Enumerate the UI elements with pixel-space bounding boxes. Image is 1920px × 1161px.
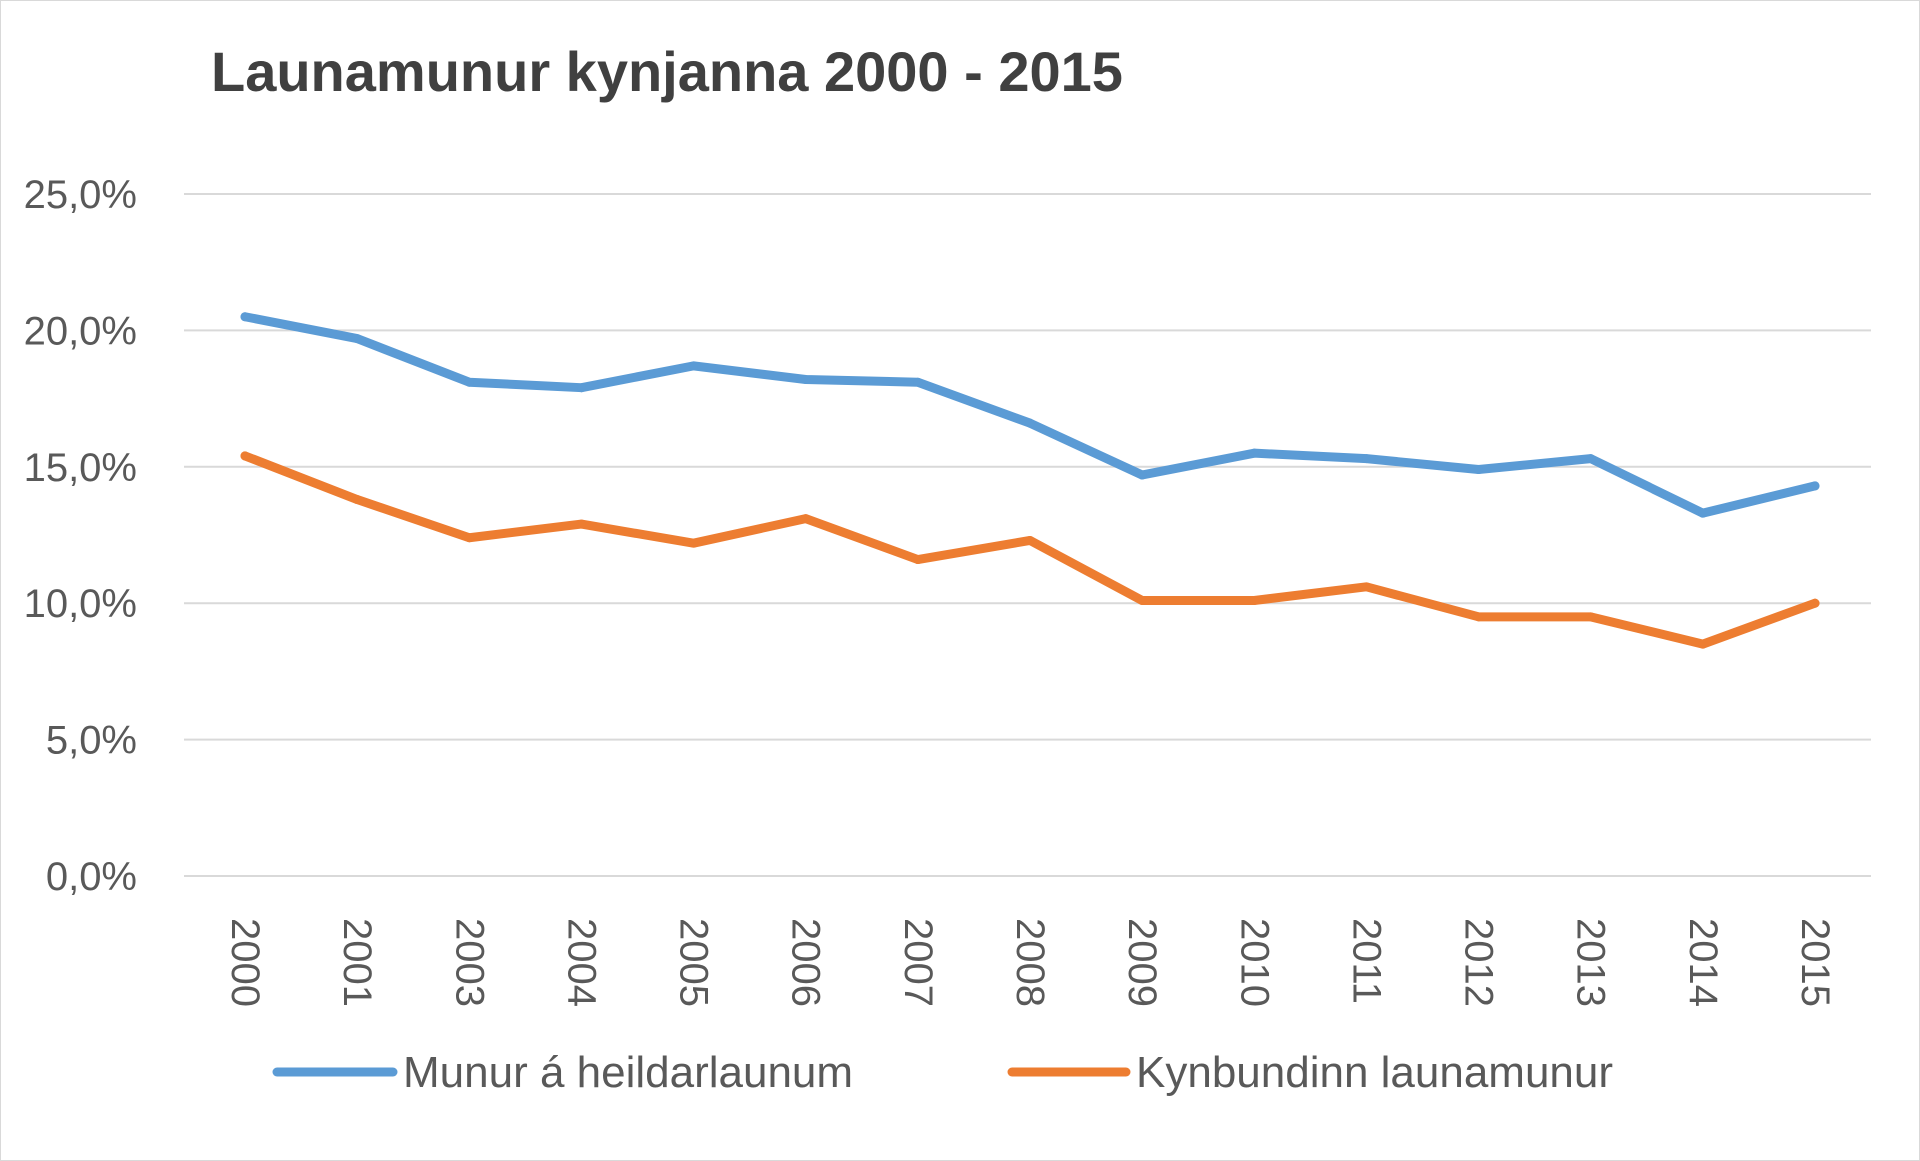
- data-point: [801, 375, 811, 385]
- x-axis-ticks: 2000 2001 2003 2004 2005 2006 2007 2008 2009 2010…: [223, 918, 1837, 1007]
- data-point: [913, 377, 923, 387]
- data-point: [1474, 612, 1484, 622]
- x-tick-label: 2009: [1120, 918, 1164, 1007]
- x-tick-label: 2012: [1457, 918, 1501, 1007]
- x-tick-label: 2014: [1681, 918, 1725, 1007]
- data-point: [689, 538, 699, 548]
- data-point: [1810, 598, 1820, 608]
- y-tick-label: 20,0%: [24, 309, 137, 353]
- data-point: [576, 519, 586, 529]
- data-point: [464, 533, 474, 543]
- y-tick-label: 10,0%: [24, 582, 137, 626]
- series-line-1: [240, 312, 1820, 518]
- x-tick-label: 2015: [1793, 918, 1837, 1007]
- data-point: [576, 383, 586, 393]
- data-point: [240, 312, 250, 322]
- data-point: [1361, 454, 1371, 464]
- data-point: [913, 555, 923, 565]
- y-tick-label: 5,0%: [46, 719, 137, 763]
- x-tick-label: 2000: [223, 918, 267, 1007]
- y-tick-label: 15,0%: [24, 446, 137, 490]
- data-point: [240, 451, 250, 461]
- x-tick-label: 2007: [896, 918, 940, 1007]
- data-point: [352, 495, 362, 505]
- data-point: [1810, 481, 1820, 491]
- x-tick-label: 2013: [1569, 918, 1613, 1007]
- x-tick-label: 2006: [784, 918, 828, 1007]
- x-tick-label: 2003: [447, 918, 491, 1007]
- data-point: [1137, 470, 1147, 480]
- y-tick-label: 25,0%: [24, 173, 137, 217]
- data-point: [1698, 508, 1708, 518]
- series-lines: [240, 312, 1820, 649]
- series-line-2: [240, 451, 1820, 649]
- data-point: [1025, 535, 1035, 545]
- data-point: [352, 334, 362, 344]
- data-point: [1249, 595, 1259, 605]
- y-axis-ticks: 0,0% 5,0% 10,0% 15,0% 20,0% 25,0%: [24, 173, 137, 899]
- legend-label-1: Munur á heildarlaunum: [403, 1048, 853, 1097]
- x-tick-label: 2011: [1344, 918, 1388, 1004]
- data-point: [1586, 454, 1596, 464]
- data-point: [1025, 418, 1035, 428]
- legend: Munur á heildarlaunum Kynbundinn launamun…: [272, 1048, 1613, 1097]
- legend-label-2: Kynbundinn launamunur: [1136, 1048, 1613, 1097]
- x-tick-label: 2005: [672, 918, 716, 1007]
- x-tick-label: 2010: [1232, 918, 1276, 1007]
- data-point: [464, 377, 474, 387]
- chart-title: Launamunur kynjanna 2000 - 2015: [211, 40, 1123, 103]
- data-point: [801, 514, 811, 524]
- data-point: [1361, 582, 1371, 592]
- y-tick-label: 0,0%: [46, 855, 137, 899]
- x-tick-label: 2008: [1008, 918, 1052, 1007]
- data-point: [1698, 639, 1708, 649]
- x-tick-label: 2001: [335, 918, 379, 1007]
- data-point: [1137, 595, 1147, 605]
- gridlines: [184, 193, 1871, 877]
- x-tick-label: 2004: [559, 918, 603, 1007]
- data-point: [1586, 612, 1596, 622]
- data-point: [1249, 448, 1259, 458]
- data-point: [689, 361, 699, 371]
- data-point: [1474, 465, 1484, 475]
